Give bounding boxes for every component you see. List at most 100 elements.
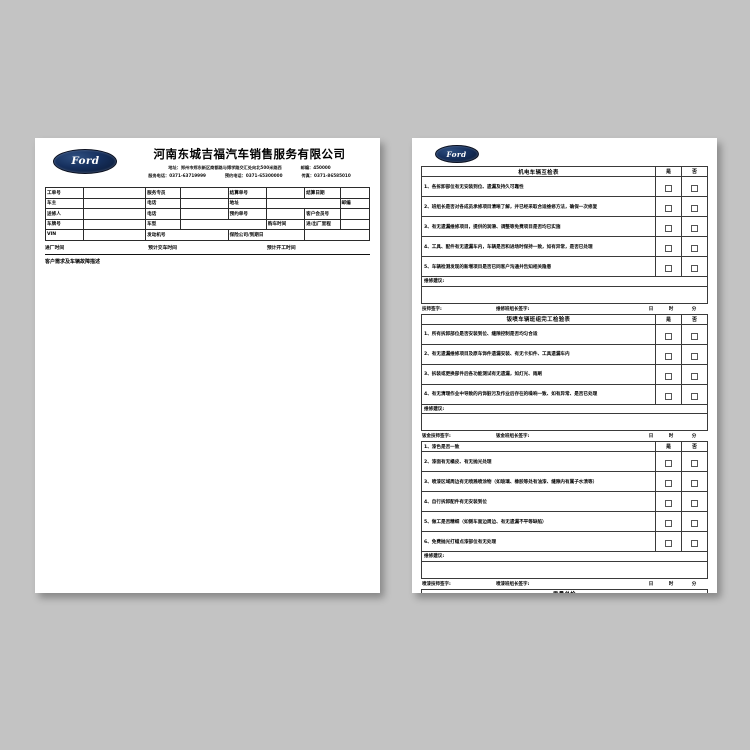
description-writing-area[interactable] xyxy=(45,265,370,435)
checkbox-icon[interactable] xyxy=(665,332,672,340)
field-input[interactable] xyxy=(180,208,229,220)
checkbox-icon[interactable] xyxy=(665,372,672,380)
checkbox-icon[interactable] xyxy=(691,392,698,400)
no-checkbox-cell[interactable] xyxy=(681,363,708,385)
document-page-right[interactable]: Ford 机电车辆互检表 是 否 1、各拆卸部位有无安装到位、遗漏及持久可靠性 … xyxy=(412,138,717,593)
field-input[interactable] xyxy=(339,208,370,220)
field-input[interactable] xyxy=(83,229,147,241)
no-checkbox-cell[interactable] xyxy=(681,176,708,197)
field-input[interactable] xyxy=(339,187,370,199)
field-input[interactable] xyxy=(304,229,370,241)
checkbox-icon[interactable] xyxy=(691,540,698,548)
no-checkbox-cell[interactable] xyxy=(681,343,708,365)
checkbox-icon[interactable] xyxy=(691,225,698,232)
foreman-signature-label[interactable]: 维修班组长签字: xyxy=(496,306,530,312)
checkbox-icon[interactable] xyxy=(665,245,672,252)
advice-writing-area[interactable] xyxy=(421,413,708,432)
table-row: 2、漆面有无橘皮、有无抛光处理 xyxy=(421,451,708,473)
no-checkbox-cell[interactable] xyxy=(681,256,708,277)
checkbox-icon[interactable] xyxy=(665,540,672,548)
advice-writing-area[interactable] xyxy=(421,285,708,304)
checkbox-icon[interactable] xyxy=(691,265,698,272)
yes-checkbox-cell[interactable] xyxy=(655,343,682,365)
checkbox-icon[interactable] xyxy=(665,225,672,232)
no-checkbox-cell[interactable] xyxy=(681,216,708,237)
yes-checkbox-cell[interactable] xyxy=(655,236,682,257)
document-page-left[interactable]: Ford 河南东城吉福汽车销售服务有限公司 地址：郑州市郑东新区商都路与博学路交… xyxy=(35,138,380,593)
yes-checkbox-cell[interactable] xyxy=(655,256,682,277)
field-input[interactable] xyxy=(180,218,267,230)
no-checkbox-cell[interactable] xyxy=(681,451,708,473)
field-input[interactable] xyxy=(83,197,147,209)
field-input[interactable] xyxy=(265,208,306,220)
yes-checkbox-cell[interactable] xyxy=(655,363,682,385)
checklist-item: 1、各拆卸部位有无安装到位、遗漏及持久可靠性 xyxy=(421,176,656,197)
checkbox-icon[interactable] xyxy=(691,352,698,360)
no-checkbox-cell[interactable] xyxy=(681,511,708,533)
advice-label: 维修建议: xyxy=(421,403,708,415)
signature-row-bodyshop: 钣金技师签字: 钣金班组长签字: 日 时 分 xyxy=(421,431,708,441)
table-row: 车牌号 车型 购车时间 进/出厂里程 xyxy=(44,218,370,230)
yes-checkbox-cell[interactable] xyxy=(655,216,682,237)
field-input[interactable] xyxy=(265,187,306,199)
yes-checkbox-cell[interactable] xyxy=(655,471,682,493)
day-label: 日 xyxy=(648,581,654,587)
checkbox-icon[interactable] xyxy=(691,480,698,488)
yes-checkbox-cell[interactable] xyxy=(655,383,682,405)
checkbox-icon[interactable] xyxy=(665,265,672,272)
yes-checkbox-cell[interactable] xyxy=(655,176,682,197)
field-label: 送修人 xyxy=(44,208,85,220)
checkbox-icon[interactable] xyxy=(691,185,698,192)
table-row xyxy=(421,560,708,579)
postcode-label: 邮编： xyxy=(300,164,314,170)
field-label: 邮编 xyxy=(339,197,370,209)
no-checkbox-cell[interactable] xyxy=(681,531,708,553)
field-input[interactable] xyxy=(339,218,370,230)
field-input[interactable] xyxy=(180,197,229,209)
checkbox-icon[interactable] xyxy=(691,520,698,528)
no-checkbox-cell[interactable] xyxy=(681,196,708,217)
advice-writing-area[interactable] xyxy=(421,560,708,579)
yes-checkbox-cell[interactable] xyxy=(655,323,682,345)
technician-signature-label[interactable]: 技师签字: xyxy=(422,306,442,312)
technician-signature-label[interactable]: 喷漆技师签字: xyxy=(422,581,451,587)
ford-logo-text: Ford xyxy=(446,149,467,159)
yes-checkbox-cell[interactable] xyxy=(655,511,682,533)
checkbox-icon[interactable] xyxy=(665,460,672,468)
foreman-signature-label[interactable]: 钣金班组长签字: xyxy=(496,434,530,440)
checkbox-icon[interactable] xyxy=(691,205,698,212)
checkbox-icon[interactable] xyxy=(665,392,672,400)
checkbox-icon[interactable] xyxy=(691,500,698,508)
checkbox-icon[interactable] xyxy=(665,500,672,508)
no-checkbox-cell[interactable] xyxy=(681,236,708,257)
field-input[interactable] xyxy=(83,208,147,220)
yes-checkbox-cell[interactable] xyxy=(655,531,682,553)
foreman-signature-label[interactable]: 喷漆班组长签字: xyxy=(496,581,530,587)
no-checkbox-cell[interactable] xyxy=(681,491,708,513)
table-row: 钣喷车辆班组完工检验表 是 否 xyxy=(421,313,708,325)
field-input[interactable] xyxy=(265,197,341,209)
advice-label: 维修建议: xyxy=(421,276,708,287)
field-input[interactable] xyxy=(83,218,147,230)
yes-checkbox-cell[interactable] xyxy=(655,491,682,513)
field-input[interactable] xyxy=(83,187,147,199)
checkbox-icon[interactable] xyxy=(665,185,672,192)
no-checkbox-cell[interactable] xyxy=(681,471,708,493)
company-phone-line: 服务电话：0371-63719999 预约电话：0371-65300000 传真… xyxy=(129,173,370,179)
no-checkbox-cell[interactable] xyxy=(681,323,708,345)
checkbox-icon[interactable] xyxy=(665,205,672,212)
technician-signature-label[interactable]: 钣金技师签字: xyxy=(422,434,451,440)
yes-checkbox-cell[interactable] xyxy=(655,451,682,473)
checkbox-icon[interactable] xyxy=(691,372,698,380)
checkbox-icon[interactable] xyxy=(691,332,698,340)
field-label: 电话 xyxy=(145,208,182,220)
right-page-content: Ford 机电车辆互检表 是 否 1、各拆卸部位有无安装到位、遗漏及持久可靠性 … xyxy=(412,138,717,593)
yes-checkbox-cell[interactable] xyxy=(655,196,682,217)
checkbox-icon[interactable] xyxy=(691,245,698,252)
field-input[interactable] xyxy=(180,187,229,199)
checkbox-icon[interactable] xyxy=(665,480,672,488)
checkbox-icon[interactable] xyxy=(665,352,672,360)
no-checkbox-cell[interactable] xyxy=(681,383,708,405)
checkbox-icon[interactable] xyxy=(665,520,672,528)
checkbox-icon[interactable] xyxy=(691,460,698,468)
